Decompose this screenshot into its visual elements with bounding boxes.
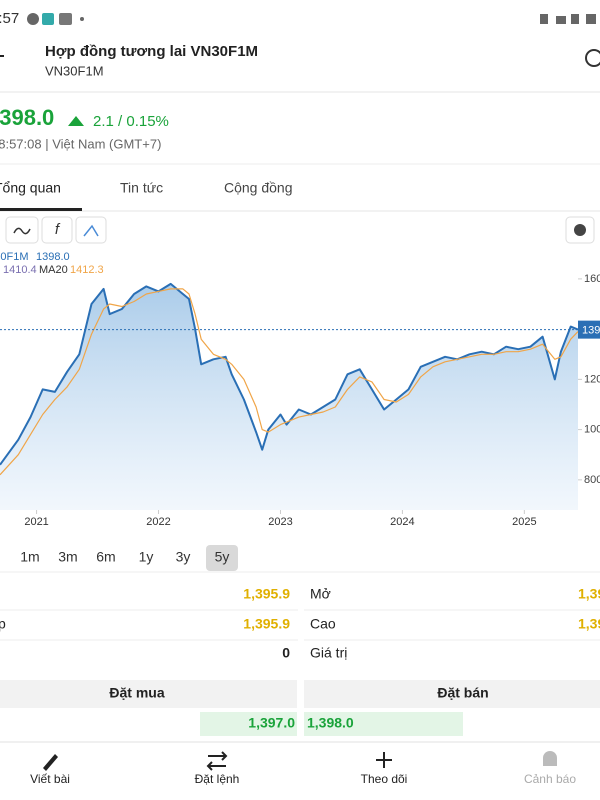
last-price-tag xyxy=(578,320,600,339)
legend-value: 1398.0 xyxy=(36,251,70,263)
range-button[interactable]: 3m xyxy=(58,549,77,565)
range-button[interactable]: 6m xyxy=(96,549,115,565)
y-tick-label: 800 xyxy=(584,474,600,486)
alert-icon xyxy=(543,751,557,766)
x-tick-label: 2024 xyxy=(390,516,414,528)
stat-value: 1,39 xyxy=(578,586,600,602)
stat-value: 1,39 xyxy=(578,616,600,632)
y-tick-label: 1600 xyxy=(584,273,600,285)
nav-item[interactable]: Cảnh báo xyxy=(524,772,576,786)
legend-name: VN30F1M xyxy=(0,251,29,263)
page-title: Hợp đồng tương lai VN30F1M xyxy=(45,43,258,60)
page-subtitle: VN30F1M xyxy=(45,63,104,78)
tab-underline xyxy=(0,208,82,211)
status-icons xyxy=(27,13,596,25)
tab[interactable]: Tin tức xyxy=(120,180,163,196)
legend-value: 1412.3 xyxy=(70,264,104,276)
stat-value: 0 xyxy=(282,645,290,661)
price-line xyxy=(0,288,579,476)
gear-icon xyxy=(574,224,586,236)
range-button[interactable]: 1y xyxy=(139,549,154,565)
order-header: Đặt bán xyxy=(437,685,488,701)
last-price: 1398.0 xyxy=(0,105,54,130)
search-icon[interactable] xyxy=(585,49,600,67)
follow-icon xyxy=(376,752,392,768)
range-selected xyxy=(206,545,238,571)
sell-price: 1,398.0 xyxy=(307,715,354,731)
status-time: 3:57 xyxy=(0,10,19,27)
fx-icon: f xyxy=(55,221,61,238)
tab[interactable]: Tổng quan xyxy=(0,180,61,196)
x-tick-label: 2021 xyxy=(24,516,48,528)
drawing-button[interactable] xyxy=(75,216,107,244)
range-button[interactable]: 3y xyxy=(176,549,191,565)
quote-time: 08:57:08 | Việt Nam (GMT+7) xyxy=(0,136,161,151)
buy-price: 1,397.0 xyxy=(248,715,295,731)
order-header: Đặt mua xyxy=(109,685,164,701)
y-tick-label: 1000 xyxy=(584,424,600,436)
stats-separators xyxy=(0,571,600,641)
order-icon xyxy=(206,751,228,771)
x-tick-label: 2023 xyxy=(268,516,292,528)
draw-icon xyxy=(83,224,99,237)
sell-header-bg xyxy=(304,680,600,708)
tab[interactable]: Cộng đồng xyxy=(224,180,293,196)
indicator-button[interactable] xyxy=(41,216,73,244)
stat-label: Cao xyxy=(310,616,336,632)
legend-value: 1410.4 xyxy=(3,264,37,276)
y-tick-label: 1200 xyxy=(584,373,600,385)
stat-label: p xyxy=(0,616,6,632)
area-fill xyxy=(0,283,578,510)
up-arrow xyxy=(68,116,84,126)
price-change: 2.1 / 0.15% xyxy=(93,113,169,130)
range-button[interactable]: 5y xyxy=(215,549,230,565)
legend-name: MA20 xyxy=(39,264,68,276)
stat-value: 1,395.9 xyxy=(243,586,290,602)
last-price-label: 1398.0 xyxy=(582,325,600,337)
x-tick-label: 2025 xyxy=(512,516,536,528)
nav-item[interactable]: Viết bài xyxy=(30,772,70,786)
chart-type-icon xyxy=(13,227,31,235)
stat-value: 1,395.9 xyxy=(243,616,290,632)
x-tick-label: 2022 xyxy=(146,516,170,528)
range-button[interactable]: 1m xyxy=(20,549,39,565)
write-icon xyxy=(43,754,58,771)
stat-label: Mở xyxy=(310,586,331,602)
buy-header-bg xyxy=(0,680,297,708)
nav-item[interactable]: Đặt lệnh xyxy=(195,772,240,786)
buy-depth xyxy=(200,712,297,736)
sell-depth xyxy=(304,712,463,736)
stat-label: Giá trị xyxy=(310,645,347,661)
nav-item[interactable]: Theo dõi xyxy=(361,772,408,786)
